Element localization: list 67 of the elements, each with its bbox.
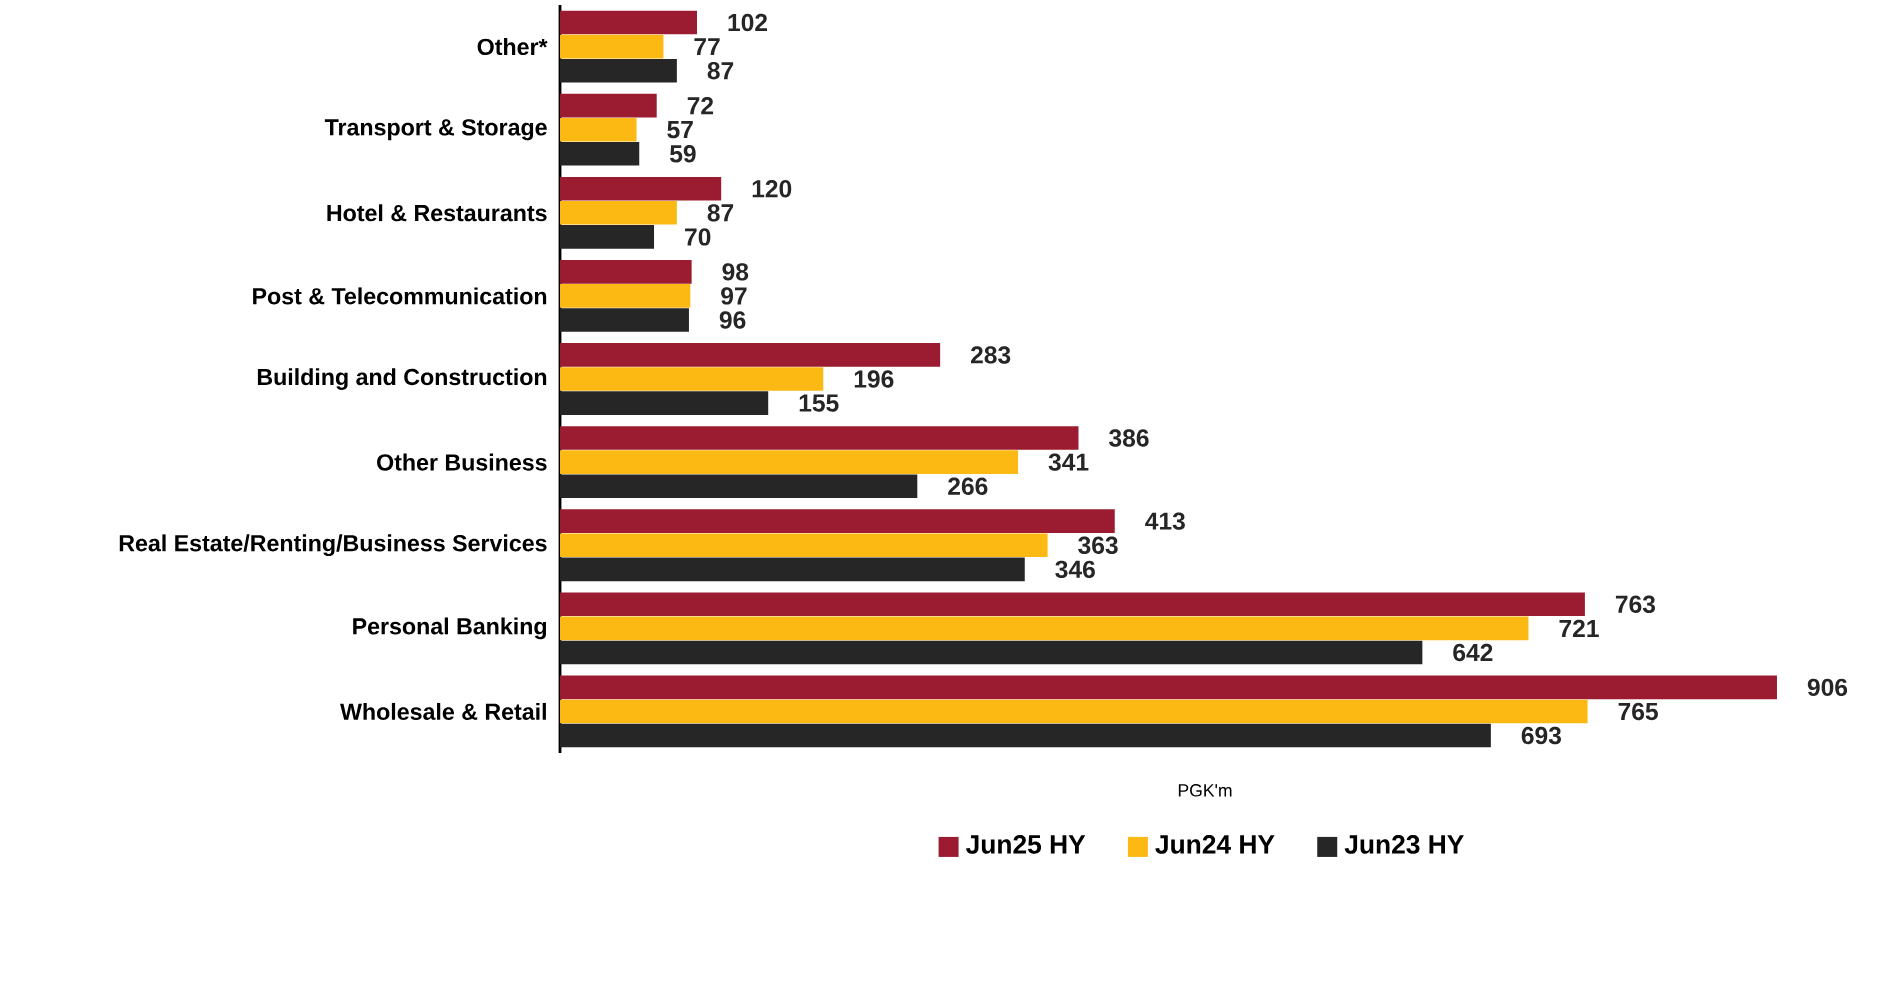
- bar: [560, 284, 691, 308]
- bar: [560, 675, 1777, 700]
- data-label: 693: [1521, 726, 1562, 745]
- bar: [560, 592, 1585, 617]
- data-label: 72: [687, 97, 714, 115]
- bar: [560, 557, 1025, 582]
- bar: [560, 201, 677, 225]
- bar: [560, 343, 941, 367]
- bar: [560, 93, 657, 118]
- data-label: 763: [1615, 595, 1656, 613]
- bar: [560, 699, 1588, 724]
- bar: [560, 509, 1115, 533]
- legend-label: Jun24 HY: [1155, 835, 1275, 854]
- y-tick-label: Wholesale & Retail: [340, 702, 546, 720]
- data-label: 96: [719, 311, 746, 329]
- y-tick-label: Other Business: [377, 453, 547, 471]
- bar: [560, 474, 918, 499]
- data-label: 155: [799, 394, 839, 412]
- data-label: 87: [707, 204, 734, 222]
- bar: [560, 640, 1423, 665]
- legend-label: Jun25 HY: [965, 835, 1086, 854]
- bar: [560, 450, 1019, 474]
- bar: [560, 723, 1491, 748]
- bar: [560, 141, 640, 166]
- data-label: 196: [854, 370, 894, 388]
- bar: [560, 616, 1529, 641]
- data-label: 413: [1145, 512, 1185, 530]
- y-tick-label: Building and Construction: [257, 368, 547, 390]
- bar: [560, 58, 677, 83]
- bar: [560, 367, 824, 391]
- data-label: 120: [752, 180, 792, 198]
- bar: [560, 10, 698, 35]
- bar: [560, 117, 637, 142]
- data-label: 721: [1559, 619, 1599, 637]
- y-tick-label: Post & Telecommunication: [253, 287, 547, 305]
- bar: [560, 225, 655, 249]
- data-label: 283: [970, 346, 1011, 364]
- data-label: 906: [1807, 678, 1848, 697]
- bar: [560, 533, 1048, 558]
- data-label: 102: [728, 13, 768, 32]
- legend-label: Jun23 HY: [1344, 835, 1464, 854]
- data-label: 346: [1055, 560, 1095, 579]
- data-label: 77: [694, 38, 720, 56]
- y-tick-label: Hotel & Restaurants: [327, 204, 547, 222]
- bar: [560, 176, 722, 201]
- data-label: 266: [948, 477, 988, 495]
- data-label: 70: [685, 228, 711, 246]
- bar: [560, 391, 769, 415]
- data-label: 765: [1618, 702, 1658, 721]
- bar: [560, 260, 692, 284]
- data-label: 341: [1048, 453, 1089, 471]
- data-label: 642: [1453, 643, 1493, 662]
- bar: [560, 34, 664, 59]
- data-label: 97: [721, 287, 747, 305]
- data-label: 87: [707, 62, 734, 80]
- y-tick-label: Other*: [477, 38, 548, 56]
- y-tick-label: Real Estate/Renting/Business Services: [119, 534, 547, 557]
- data-label: 363: [1078, 536, 1118, 554]
- data-label: 57: [667, 121, 693, 139]
- data-label: 59: [670, 145, 696, 163]
- x-axis-title: PGK'm: [1178, 784, 1232, 797]
- y-tick-label: Transport & Storage: [324, 119, 547, 141]
- bar: [560, 426, 1079, 450]
- data-label: 98: [722, 263, 749, 281]
- data-label: 386: [1109, 429, 1149, 447]
- y-tick-label: Personal Banking: [353, 617, 547, 640]
- bar: [560, 308, 689, 332]
